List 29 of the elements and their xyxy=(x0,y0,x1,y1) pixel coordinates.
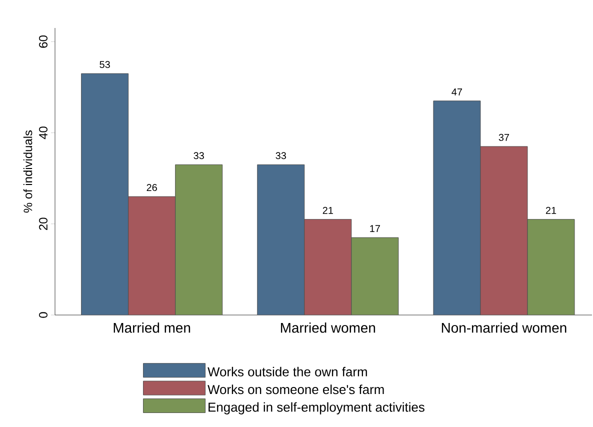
bar xyxy=(128,196,176,315)
x-tick-label: Non-married women xyxy=(442,322,566,333)
data-label: 33 xyxy=(276,152,286,160)
bar xyxy=(81,73,129,315)
y-tick-label: 40 xyxy=(39,126,48,140)
data-label: 21 xyxy=(322,206,333,214)
bar xyxy=(257,164,305,315)
data-label: 17 xyxy=(370,225,380,232)
x-tick-label: Married men xyxy=(114,322,190,333)
data-label: 21 xyxy=(546,206,556,214)
bar xyxy=(480,146,528,315)
y-tick-label: 60 xyxy=(39,35,48,48)
bar xyxy=(433,100,481,315)
bar xyxy=(351,237,399,315)
data-label: 47 xyxy=(452,88,462,96)
y-axis-title: % of individuals xyxy=(23,130,32,213)
bar xyxy=(304,219,352,315)
legend-label: Engaged in self-employment activities xyxy=(208,402,424,414)
y-tick-label: 0 xyxy=(39,312,48,318)
bar xyxy=(527,219,575,315)
data-label: 37 xyxy=(498,134,510,141)
data-label: 33 xyxy=(194,152,204,160)
bar xyxy=(175,164,223,315)
legend-label: Works outside the own farm xyxy=(208,366,367,376)
y-tick-label: 20 xyxy=(39,218,48,230)
legend-label: Works on someone else's farm xyxy=(208,384,384,394)
data-label: 26 xyxy=(146,184,157,192)
data-label: 53 xyxy=(100,60,110,68)
x-tick-label: Married women xyxy=(280,322,376,333)
